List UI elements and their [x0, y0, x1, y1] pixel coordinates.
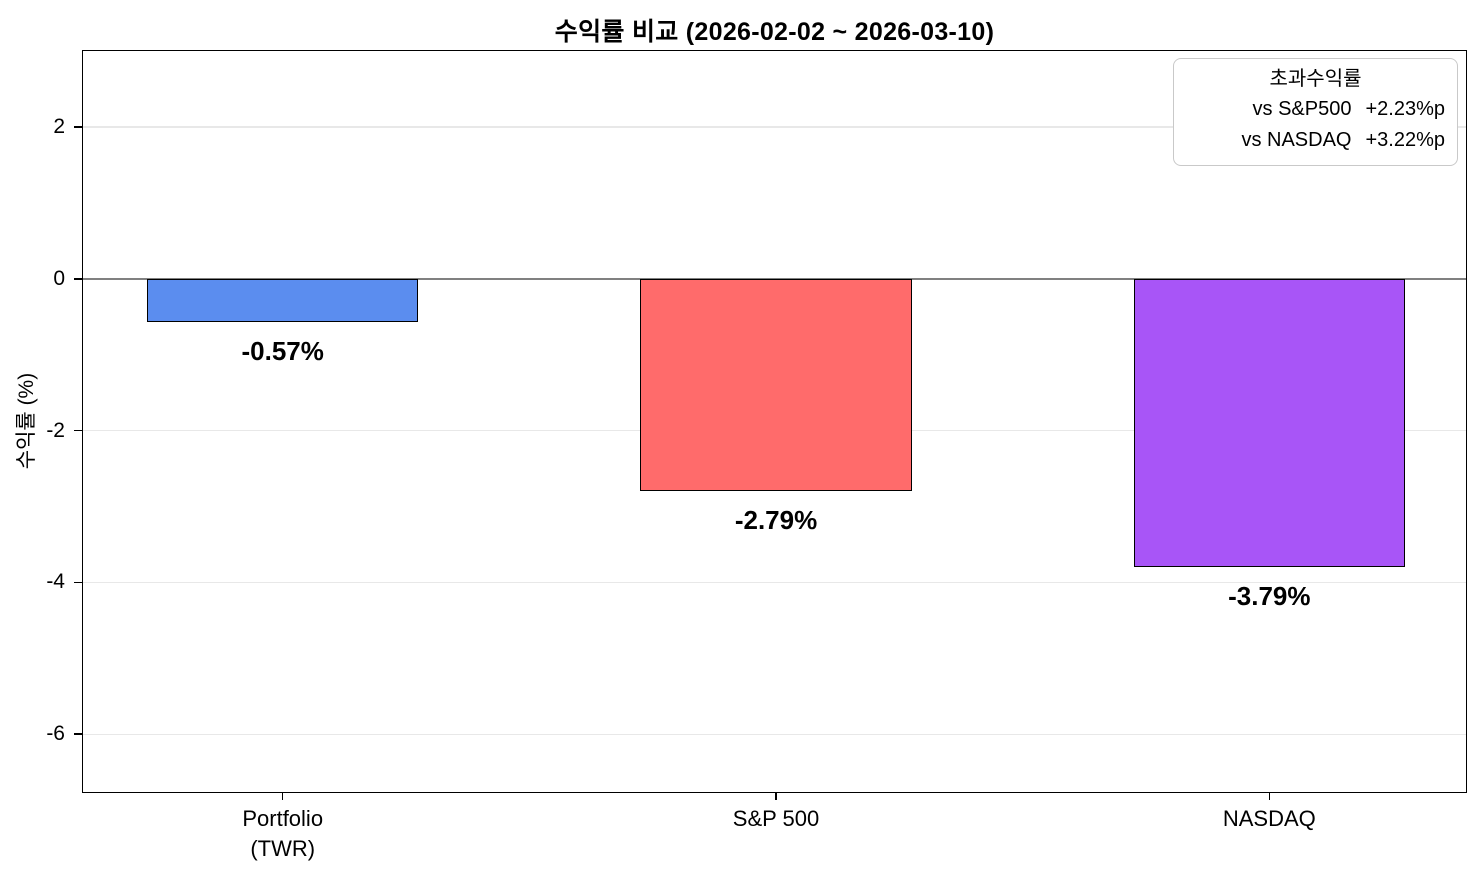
- y-tick-mark: [74, 733, 83, 736]
- y-tick-mark: [74, 126, 83, 128]
- y-tick-label: -4: [46, 570, 65, 594]
- x-tick-mark: [281, 792, 284, 800]
- excess-return-legend: 초과수익률 vs S&P500 +2.23%p vs NASDAQ +3.22%p: [1173, 58, 1458, 166]
- x-tick-label-portfolio: Portfolio (TWR): [242, 804, 323, 864]
- x-tick-label-line: Portfolio: [242, 806, 324, 831]
- legend-title: 초과수익률: [1269, 68, 1362, 90]
- x-tick-label-line: (TWR): [250, 836, 316, 861]
- x-tick-label-line: NASDAQ: [1222, 806, 1316, 831]
- x-tick-label-nasdaq: NASDAQ: [1223, 804, 1316, 834]
- chart-title: 수익률 비교 (2026-02-02 ~ 2026-03-10): [554, 18, 995, 46]
- y-tick-label: 2: [53, 114, 65, 138]
- legend-row-nasdaq: vs NASDAQ +3.22%p: [1186, 125, 1445, 156]
- x-tick-label-line: S&P 500: [732, 806, 820, 831]
- gridline: [83, 126, 1466, 128]
- legend-row-value: +3.22%p: [1365, 129, 1445, 151]
- y-tick-label: 0: [53, 266, 65, 290]
- y-tick-mark: [74, 429, 83, 432]
- legend-row-sp500: vs S&P500 +2.23%p: [1186, 94, 1445, 125]
- y-tick-label: -2: [46, 418, 65, 442]
- plot-area: 2 0 -2 -4 -6 -0.57% Portfolio (TWR) -2.79% S&P 50…: [46, 50, 1467, 861]
- bar-s-p-500: [640, 278, 912, 491]
- x-tick-label-s-p-500: S&P 500: [733, 804, 819, 834]
- y-axis-label: 수익률 (%): [15, 372, 38, 470]
- gridline: [83, 733, 1466, 735]
- bar-value-label-nasdaq: -3.79%: [1228, 580, 1311, 611]
- bar-value-label-portfolio: -0.57%: [241, 336, 324, 367]
- bar-portfolio: [147, 278, 419, 323]
- y-tick-mark: [74, 581, 83, 584]
- x-tick-mark: [1268, 792, 1271, 800]
- legend-row-label: vs NASDAQ: [1241, 129, 1352, 151]
- bar-value-label-s-p-500: -2.79%: [734, 504, 818, 535]
- gridline: [83, 581, 1466, 584]
- x-tick-mark: [775, 792, 777, 800]
- legend-row-value: +2.23%p: [1365, 98, 1445, 120]
- bar-nasdaq: [1133, 278, 1405, 567]
- y-tick-mark: [74, 277, 83, 280]
- y-tick-label: -6: [46, 722, 65, 746]
- legend-row-label: vs S&P500: [1252, 98, 1352, 120]
